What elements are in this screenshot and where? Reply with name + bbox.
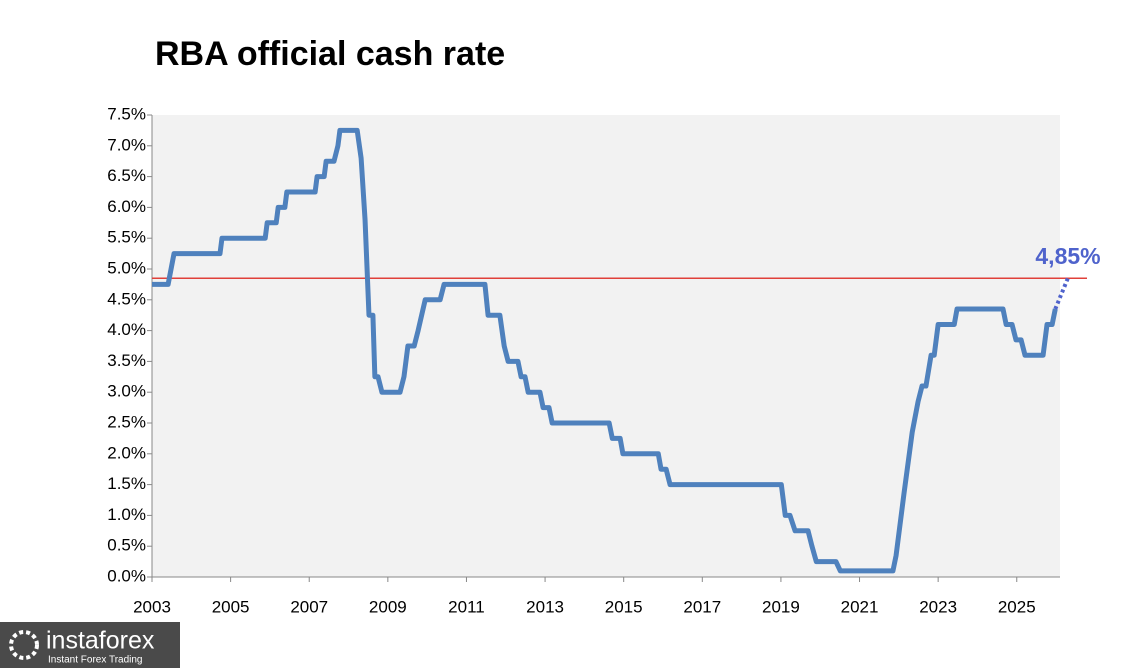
- y-tick-label: 3.0%: [107, 382, 146, 401]
- x-tick-label: 2011: [448, 597, 485, 616]
- x-tick-label: 2019: [762, 597, 800, 616]
- y-tick-label: 1.0%: [107, 505, 146, 524]
- y-tick-label: 3.5%: [107, 351, 146, 370]
- x-tick-label: 2013: [526, 597, 564, 616]
- y-tick-label: 6.5%: [107, 166, 146, 185]
- chart-title: RBA official cash rate: [155, 35, 505, 73]
- x-tick-label: 2003: [133, 597, 171, 616]
- x-tick-label: 2025: [998, 597, 1036, 616]
- annotation: 4,85%: [1035, 243, 1100, 269]
- y-tick-label: 4.5%: [107, 289, 146, 308]
- watermark-tagline: Instant Forex Trading: [48, 655, 143, 666]
- series-line: [152, 127, 1058, 574]
- y-tick-label: 6.0%: [107, 197, 146, 216]
- y-tick-label: 4.0%: [107, 320, 146, 339]
- x-tick-label: 2023: [919, 597, 957, 616]
- y-tick-label: 5.5%: [107, 228, 146, 247]
- x-tick-label: 2009: [369, 597, 407, 616]
- y-tick-label: 2.0%: [107, 443, 146, 462]
- watermark-brand: instaforex: [46, 627, 155, 655]
- plot-area: [152, 115, 1060, 577]
- y-tick-label: 1.5%: [107, 474, 146, 493]
- y-tick-label: 5.0%: [107, 258, 146, 277]
- x-tick-label: 2005: [212, 597, 250, 616]
- y-tick-label: 7.0%: [107, 135, 146, 154]
- x-tick-label: 2021: [841, 597, 879, 616]
- watermark-icon: [9, 630, 39, 660]
- y-tick-label: 0.0%: [107, 566, 146, 585]
- watermark: instaforex Instant Forex Trading: [0, 622, 180, 668]
- y-tick-label: 0.5%: [107, 536, 146, 555]
- y-tick-label: 2.5%: [107, 412, 146, 431]
- x-tick-label: 2007: [290, 597, 328, 616]
- watermark-bg: [0, 622, 180, 668]
- x-tick-label: 2017: [683, 597, 721, 616]
- y-tick-label: 7.5%: [107, 104, 146, 123]
- x-tick-label: 2015: [605, 597, 643, 616]
